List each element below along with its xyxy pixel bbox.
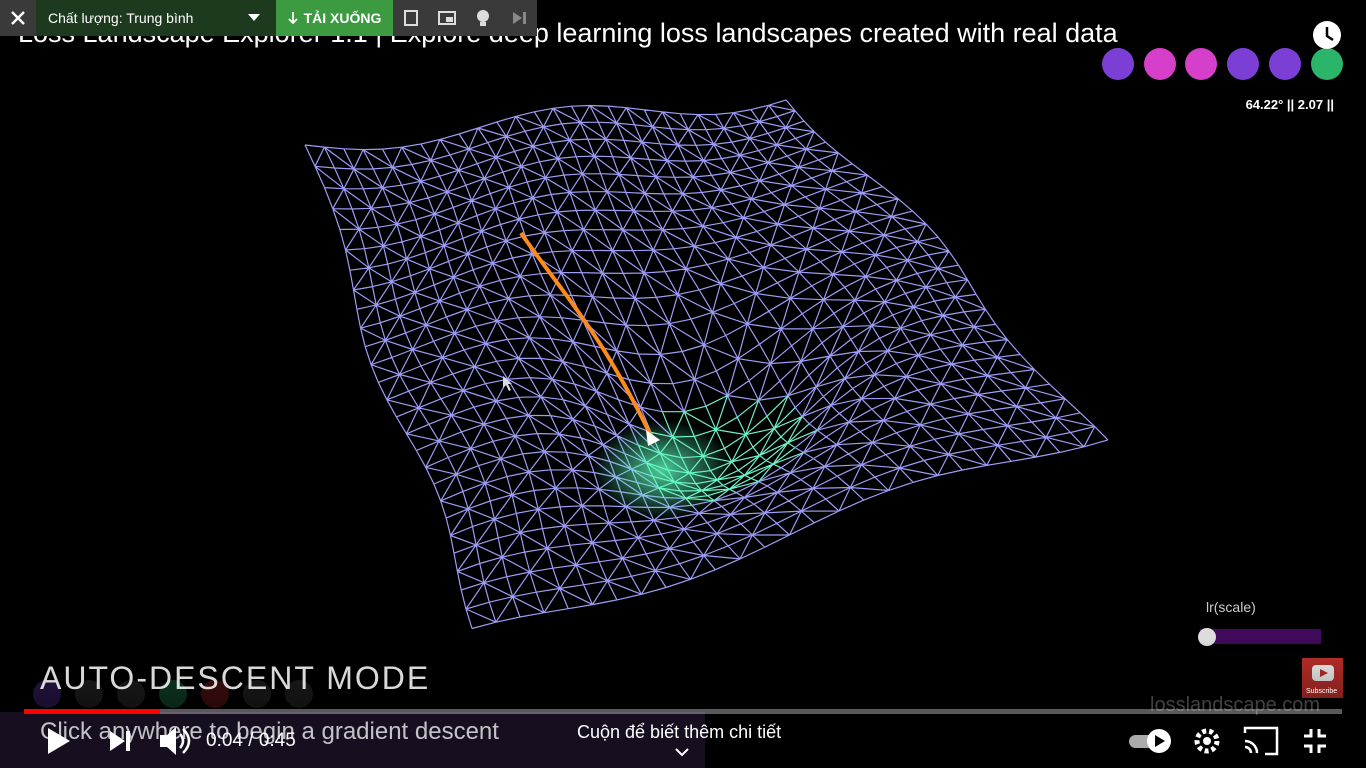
mesh-lines (304, 99, 1109, 630)
light-button[interactable] (474, 9, 492, 27)
time-display: 0:04 / 0:45 (206, 730, 296, 751)
toolbar-buttons (393, 0, 537, 36)
mouse-cursor (503, 376, 512, 391)
cast-button[interactable] (1243, 726, 1279, 756)
close-button[interactable] (0, 0, 36, 36)
angle-readout: 64.22° || 2.07 || (1245, 97, 1334, 112)
scroll-chevron[interactable] (675, 748, 689, 757)
volume-waves (179, 728, 191, 754)
play-button[interactable] (48, 728, 70, 754)
autoplay-icon (1155, 735, 1165, 747)
share-button[interactable] (1144, 48, 1176, 80)
descent-path (519, 231, 654, 439)
subscribe-label: Subscribe (1306, 688, 1338, 695)
hint-caption: Click anywhere to begin a gradient desce… (40, 718, 499, 745)
clock-hands (1325, 27, 1334, 42)
loss-surface-mesh (304, 99, 1109, 630)
top-toolbar: Chất lượng: Trung bình TẢI XUỐNG (0, 0, 537, 36)
quality-label: Chất lượng: Trung bình (48, 10, 194, 26)
minimum-glow (592, 420, 732, 520)
close-icon (11, 11, 25, 25)
settings-hub (1203, 737, 1211, 745)
dropdown-arrow (248, 14, 260, 21)
site-watermark: losslandscape.com (1150, 694, 1321, 716)
exit-fullscreen-button[interactable] (1304, 729, 1326, 753)
download-button[interactable]: TẢI XUỐNG (276, 0, 393, 36)
doc-button[interactable] (1102, 48, 1134, 80)
view-button[interactable] (1311, 48, 1343, 80)
download-arrow (287, 12, 298, 24)
speaker-icon (160, 727, 176, 755)
pip-button[interactable] (438, 9, 456, 27)
info-button[interactable] (1269, 48, 1301, 80)
download-label: TẢI XUỐNG (303, 10, 382, 26)
slider-label: lr(scale) (1206, 599, 1256, 615)
skip-button[interactable] (510, 9, 528, 27)
descent-point (646, 430, 660, 446)
settings-gear[interactable] (1194, 728, 1220, 754)
volume-button[interactable] (160, 727, 191, 755)
next-icon (110, 731, 125, 751)
download-button[interactable] (1185, 48, 1217, 80)
tool-icons (1102, 48, 1343, 80)
next-bar (126, 731, 130, 751)
next-button[interactable] (110, 731, 130, 751)
popout-button[interactable] (402, 9, 420, 27)
settings-button[interactable] (1227, 48, 1259, 80)
scroll-hint[interactable]: Cuộn để biết thêm chi tiết (577, 722, 782, 742)
progress-track[interactable] (24, 709, 1342, 714)
progress-played (24, 709, 160, 714)
quality-dropdown[interactable]: Chất lượng: Trung bình (36, 0, 276, 36)
mode-caption: AUTO-DESCENT MODE (40, 660, 431, 696)
